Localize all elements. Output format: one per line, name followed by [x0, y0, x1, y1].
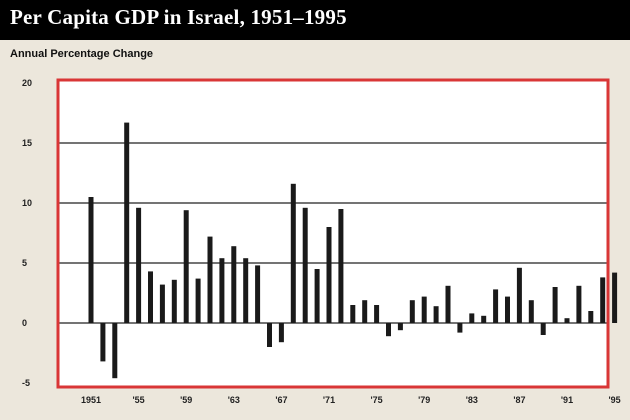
bar-1989	[540, 323, 546, 335]
bar-1979	[421, 296, 427, 323]
plot-area	[58, 80, 608, 387]
bar-1967	[278, 323, 284, 343]
y-axis-label: Annual Percentage Change	[10, 48, 154, 60]
x-tick-label: '87	[513, 395, 525, 405]
x-tick-label: '59	[180, 395, 192, 405]
bar-1974	[362, 300, 368, 323]
x-tick-label: 1951	[81, 395, 101, 405]
bar-1991	[564, 318, 570, 323]
bar-1971	[326, 227, 332, 323]
bar-1961	[207, 236, 213, 323]
y-tick-label: 20	[22, 78, 32, 88]
bar-1953	[112, 323, 118, 379]
bar-1977	[397, 323, 403, 331]
x-tick-label: '67	[275, 395, 287, 405]
y-tick-label: 10	[22, 198, 32, 208]
bar-1952	[100, 323, 106, 362]
bar-1972	[338, 209, 344, 323]
x-tick-label: '83	[466, 395, 478, 405]
bar-1980	[433, 306, 439, 323]
y-tick-label: -5	[22, 378, 30, 388]
bar-1973	[350, 305, 356, 323]
bar-1987	[516, 267, 522, 323]
x-tick-label: '91	[561, 395, 573, 405]
bar-1957	[159, 284, 165, 323]
bar-1984	[481, 315, 487, 323]
x-tick-label: '95	[609, 395, 621, 405]
bar-1994	[600, 277, 606, 323]
y-tick-label: 5	[22, 258, 27, 268]
bar-1951	[88, 197, 94, 323]
bar-1993	[588, 311, 594, 323]
bar-1955	[136, 207, 142, 323]
bar-1966	[267, 323, 272, 347]
bar-1965	[255, 265, 261, 323]
bar-1981	[445, 285, 451, 323]
bar-1983	[469, 313, 475, 323]
x-tick-label: '55	[133, 395, 145, 405]
bar-1986	[505, 296, 510, 323]
bar-1959	[183, 210, 189, 323]
bar-1992	[576, 285, 582, 323]
title-bar: Per Capita GDP in Israel, 1951–1995	[0, 0, 630, 40]
x-tick-label: '79	[418, 395, 430, 405]
x-tick-label: '75	[371, 395, 383, 405]
plot-border	[56, 78, 610, 389]
bar-1982	[457, 323, 463, 333]
bar-1960	[195, 278, 201, 323]
y-tick-label: 0	[22, 318, 27, 328]
chart-title: Per Capita GDP in Israel, 1951–1995	[10, 5, 347, 29]
bar-1970	[314, 269, 320, 323]
bar-1954	[124, 122, 130, 323]
bar-1995	[612, 272, 618, 323]
bar-1990	[552, 287, 558, 323]
y-tick-label: 15	[22, 138, 32, 148]
bar-1956	[148, 271, 153, 323]
x-tick-label: '71	[323, 395, 335, 405]
bar-1963	[231, 246, 237, 323]
bar-1978	[409, 300, 415, 323]
bar-1968	[290, 183, 296, 323]
bar-1976	[386, 323, 391, 337]
bar-1975	[374, 305, 380, 323]
bar-1985	[493, 289, 499, 323]
bar-1969	[302, 207, 308, 323]
x-tick-label: '63	[228, 395, 240, 405]
bar-1962	[219, 258, 225, 323]
bar-1964	[243, 258, 249, 323]
bar-1988	[528, 300, 534, 323]
bar-1958	[171, 279, 177, 323]
